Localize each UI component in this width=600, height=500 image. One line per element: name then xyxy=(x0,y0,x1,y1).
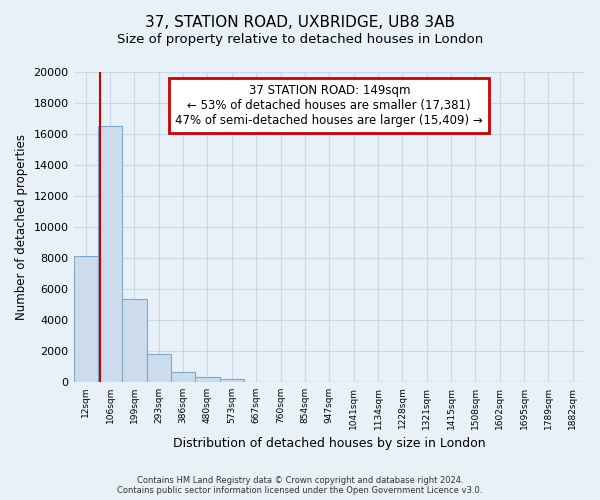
Text: Contains HM Land Registry data © Crown copyright and database right 2024.
Contai: Contains HM Land Registry data © Crown c… xyxy=(118,476,482,495)
Y-axis label: Number of detached properties: Number of detached properties xyxy=(15,134,28,320)
Text: Size of property relative to detached houses in London: Size of property relative to detached ho… xyxy=(117,32,483,46)
Bar xyxy=(146,354,171,382)
X-axis label: Distribution of detached houses by size in London: Distribution of detached houses by size … xyxy=(173,437,485,450)
Text: 37 STATION ROAD: 149sqm
← 53% of detached houses are smaller (17,381)
47% of sem: 37 STATION ROAD: 149sqm ← 53% of detache… xyxy=(175,84,483,127)
Bar xyxy=(171,372,196,382)
Text: 37, STATION ROAD, UXBRIDGE, UB8 3AB: 37, STATION ROAD, UXBRIDGE, UB8 3AB xyxy=(145,15,455,30)
Bar xyxy=(196,377,220,382)
Bar xyxy=(74,256,98,382)
Bar xyxy=(98,126,122,382)
Bar xyxy=(122,300,146,382)
Bar xyxy=(220,378,244,382)
